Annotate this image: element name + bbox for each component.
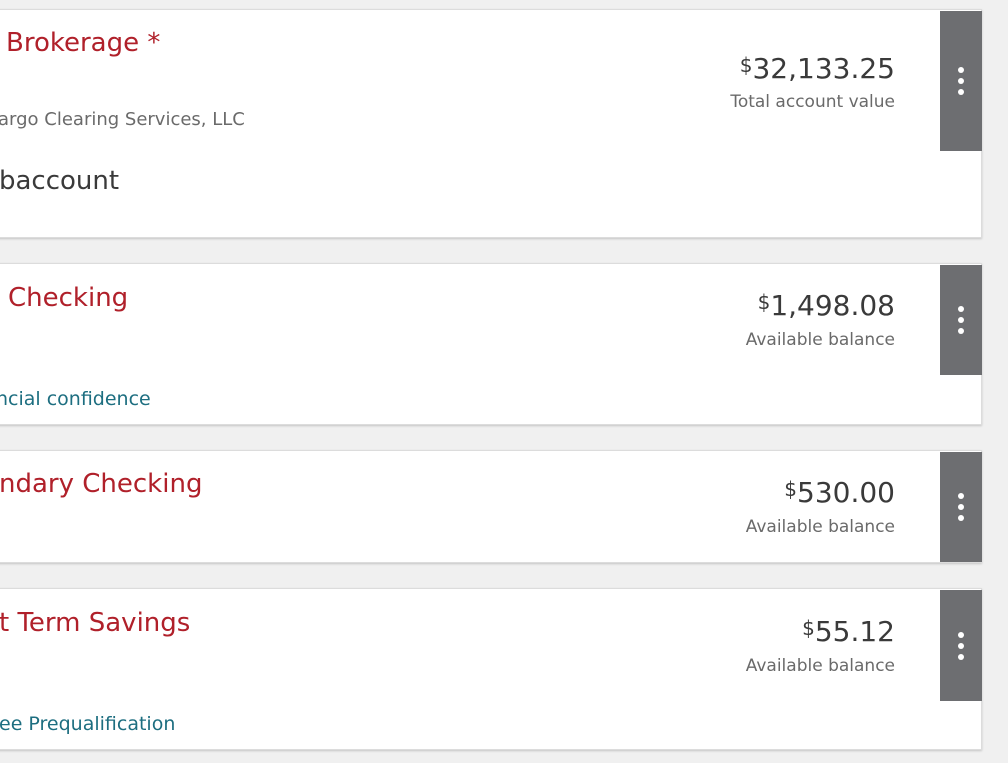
menu-button[interactable] — [940, 452, 982, 562]
amount: $1,498.08 — [758, 289, 895, 322]
account-title[interactable]: t Term Savings — [0, 608, 191, 638]
account-card[interactable]: t Term Savings ee Prequalification $55.1… — [0, 588, 982, 750]
account-title[interactable]: Checking — [8, 283, 129, 313]
menu-button[interactable] — [940, 265, 982, 375]
amount-value: 1,498.08 — [770, 289, 895, 322]
amount-label: Total account value — [730, 92, 895, 112]
amount: $55.12 — [802, 615, 895, 648]
currency: $ — [784, 477, 798, 501]
amount: $32,133.25 — [740, 52, 895, 85]
account-title[interactable]: ndary Checking — [0, 469, 203, 499]
amount-label: Available balance — [745, 330, 895, 350]
currency: $ — [802, 616, 815, 640]
account-title[interactable]: Brokerage * — [6, 28, 161, 58]
account-card[interactable]: ndary Checking $530.00 Available balance — [0, 450, 982, 563]
menu-button[interactable] — [940, 11, 982, 151]
amount: $530.00 — [784, 476, 895, 509]
account-card[interactable]: Brokerage * argo Clearing Services, LLC … — [0, 9, 982, 238]
account-card[interactable]: Checking ncial confidence $1,498.08 Avai… — [0, 263, 982, 425]
account-detail: baccount — [0, 166, 120, 196]
currency: $ — [757, 290, 771, 314]
amount-label: Available balance — [745, 656, 895, 676]
account-link[interactable]: ee Prequalification — [0, 713, 176, 735]
account-link[interactable]: ncial confidence — [0, 388, 151, 410]
amount-label: Available balance — [745, 517, 895, 537]
amount-value: 530.00 — [797, 476, 895, 509]
currency: $ — [739, 53, 753, 77]
amount-value: 55.12 — [814, 615, 895, 648]
menu-button[interactable] — [940, 590, 982, 701]
amount-value: 32,133.25 — [752, 52, 895, 85]
account-subtitle: argo Clearing Services, LLC — [0, 109, 245, 130]
